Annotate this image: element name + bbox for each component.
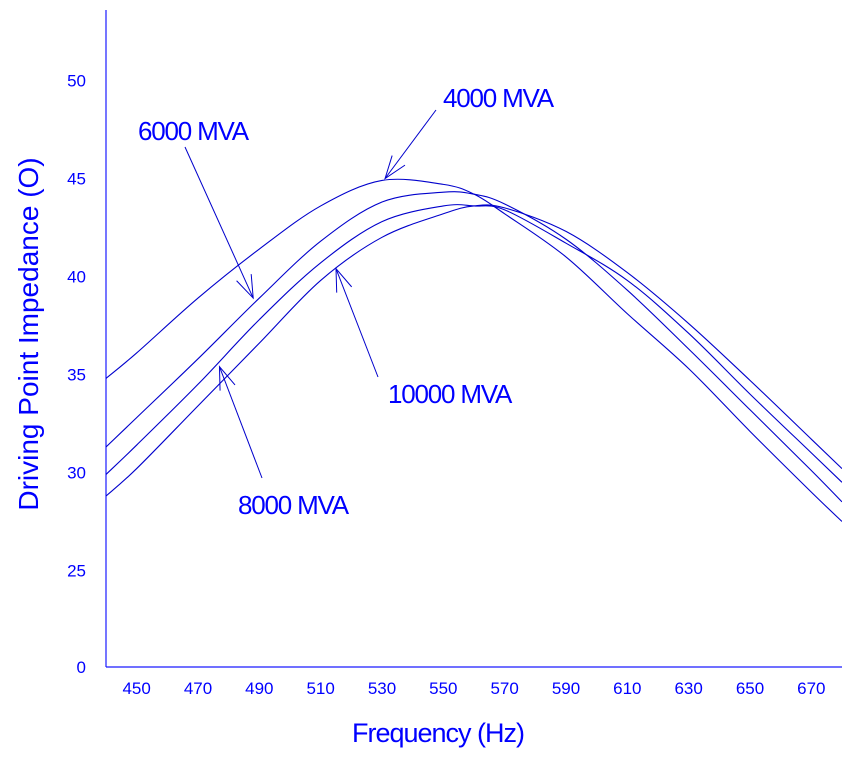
x-tick-label: 550 xyxy=(429,679,457,698)
annotation-label: 4000 MVA xyxy=(443,83,555,113)
y-axis-title: Driving Point Impedance (O) xyxy=(13,157,44,510)
x-tick-label: 510 xyxy=(306,679,334,698)
annotation-1: 4000 MVA xyxy=(384,83,556,180)
y-tick-label: 40 xyxy=(67,268,86,287)
x-tick-label: 530 xyxy=(368,679,396,698)
series-lines xyxy=(106,178,842,522)
annotation-2: 6000 MVA xyxy=(138,116,254,300)
y-tick-label: 30 xyxy=(67,464,86,483)
x-tick-labels: 450 470 490 510 530 550 570 590 610 630 650 670 xyxy=(122,679,825,698)
series-line-2 xyxy=(106,191,842,503)
y-tick-labels: 0 25 30 35 40 45 50 xyxy=(67,72,86,678)
x-tick-label: 590 xyxy=(552,679,580,698)
annotation-label: 10000 MVA xyxy=(388,379,513,409)
y-tick-label: 25 xyxy=(67,562,86,581)
series-line-4 xyxy=(106,204,842,497)
annotation-arrowhead xyxy=(218,365,236,391)
x-tick-label: 490 xyxy=(245,679,273,698)
series-line-1 xyxy=(106,178,842,522)
annotation-3: 8000 MVA xyxy=(218,365,351,520)
annotation-label: 6000 MVA xyxy=(138,116,250,146)
annotation-label: 8000 MVA xyxy=(238,490,350,520)
x-tick-label: 650 xyxy=(736,679,764,698)
annotation-arrow-line xyxy=(335,268,379,378)
y-tick-label: 35 xyxy=(67,366,86,385)
x-axis-title: Frequency (Hz) xyxy=(352,718,524,748)
annotation-arrowhead xyxy=(384,155,406,180)
axes xyxy=(105,10,842,668)
x-tick-label: 570 xyxy=(490,679,518,698)
series-line-3 xyxy=(106,204,842,483)
x-tick-label: 670 xyxy=(797,679,825,698)
x-tick-label: 630 xyxy=(674,679,702,698)
x-tick-label: 470 xyxy=(184,679,212,698)
annotation-arrow-line xyxy=(218,366,263,479)
annotation-arrowhead xyxy=(335,267,353,293)
curve-annotations: 4000 MVA 6000 MVA 8000 MVA 10000 MVA xyxy=(138,83,556,520)
annotation-4: 10000 MVA xyxy=(335,267,514,409)
y-tick-label: 0 xyxy=(77,658,86,677)
y-tick-label: 50 xyxy=(67,72,86,91)
annotation-arrow-line xyxy=(184,146,254,299)
y-tick-label: 45 xyxy=(67,170,86,189)
x-tick-label: 450 xyxy=(122,679,150,698)
annotation-arrow-line xyxy=(384,109,437,179)
x-tick-label: 610 xyxy=(613,679,641,698)
annotation-arrowhead xyxy=(236,274,254,300)
